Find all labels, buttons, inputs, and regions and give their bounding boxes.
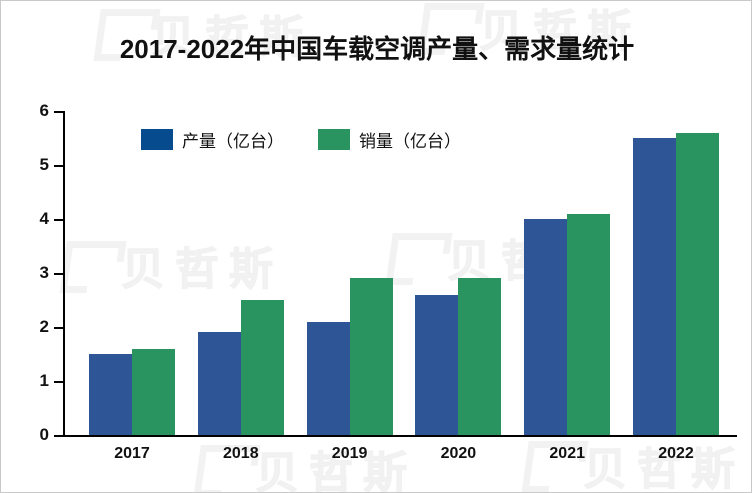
bar-2017-production[interactable] bbox=[89, 354, 132, 435]
x-axis-label: 2018 bbox=[223, 445, 259, 462]
x-axis-line bbox=[63, 435, 737, 437]
legend-swatch-icon bbox=[141, 129, 173, 150]
bar-2021-sales[interactable] bbox=[567, 213, 611, 435]
legend-item-sales[interactable]: 销量（亿台） bbox=[318, 127, 461, 152]
legend-swatch-icon bbox=[318, 129, 350, 150]
y-axis-label: 5 bbox=[39, 155, 49, 174]
legend-label: 产量（亿台） bbox=[182, 132, 284, 151]
y-axis-line bbox=[63, 111, 65, 437]
x-axis-label: 2019 bbox=[331, 445, 368, 462]
bar-group: 2022 bbox=[633, 111, 719, 462]
plot-area: 0 1 2 3 4 5 6 2017 2018 2019 2020 2021 2022 bbox=[40, 101, 737, 462]
bar-group: 2020 bbox=[415, 111, 502, 462]
x-axis-label: 2017 bbox=[114, 445, 150, 462]
bar-group: 2018 bbox=[197, 111, 284, 462]
bar-2022-sales[interactable] bbox=[676, 132, 719, 435]
x-axis-label: 2020 bbox=[440, 445, 477, 462]
y-axis-label: 3 bbox=[39, 263, 49, 282]
y-axis-label: 6 bbox=[39, 101, 49, 120]
bar-2022-production[interactable] bbox=[633, 138, 676, 435]
bar-group: 2021 bbox=[524, 111, 611, 462]
y-axis-tick bbox=[54, 273, 63, 275]
y-axis-tick bbox=[54, 381, 63, 383]
y-axis-label: 0 bbox=[39, 425, 49, 444]
x-axis-label: 2021 bbox=[549, 445, 585, 462]
y-axis-tick bbox=[54, 219, 63, 221]
bar-2021-production[interactable] bbox=[524, 219, 568, 435]
bar-2020-production[interactable] bbox=[415, 294, 459, 435]
bar-2019-production[interactable] bbox=[306, 321, 350, 435]
y-axis-tick bbox=[54, 165, 63, 167]
bar-2019-sales[interactable] bbox=[349, 278, 393, 435]
bar-2017-sales[interactable] bbox=[132, 348, 175, 435]
bar-group: 2019 bbox=[306, 111, 393, 462]
y-axis-tick bbox=[54, 327, 63, 329]
bar-2020-sales[interactable] bbox=[458, 278, 502, 435]
y-axis-label: 1 bbox=[39, 371, 49, 390]
bar-2018-sales[interactable] bbox=[240, 300, 284, 435]
y-axis-label: 2 bbox=[39, 317, 49, 336]
y-axis-tick bbox=[54, 111, 63, 113]
y-axis-tick bbox=[54, 435, 63, 437]
x-axis-label: 2022 bbox=[658, 445, 694, 462]
legend-item-production[interactable]: 产量（亿台） bbox=[141, 127, 284, 152]
chart-legend: 产量（亿台） 销量（亿台） bbox=[141, 127, 461, 152]
legend-label: 销量（亿台） bbox=[359, 132, 461, 151]
y-axis-label: 4 bbox=[39, 209, 49, 228]
chart-title: 2017-2022年中国车载空调产量、需求量统计 bbox=[119, 34, 635, 64]
bar-2018-production[interactable] bbox=[197, 332, 241, 435]
watermark-text: 贝哲斯 bbox=[583, 445, 745, 493]
bar-group: 2017 bbox=[89, 111, 175, 462]
